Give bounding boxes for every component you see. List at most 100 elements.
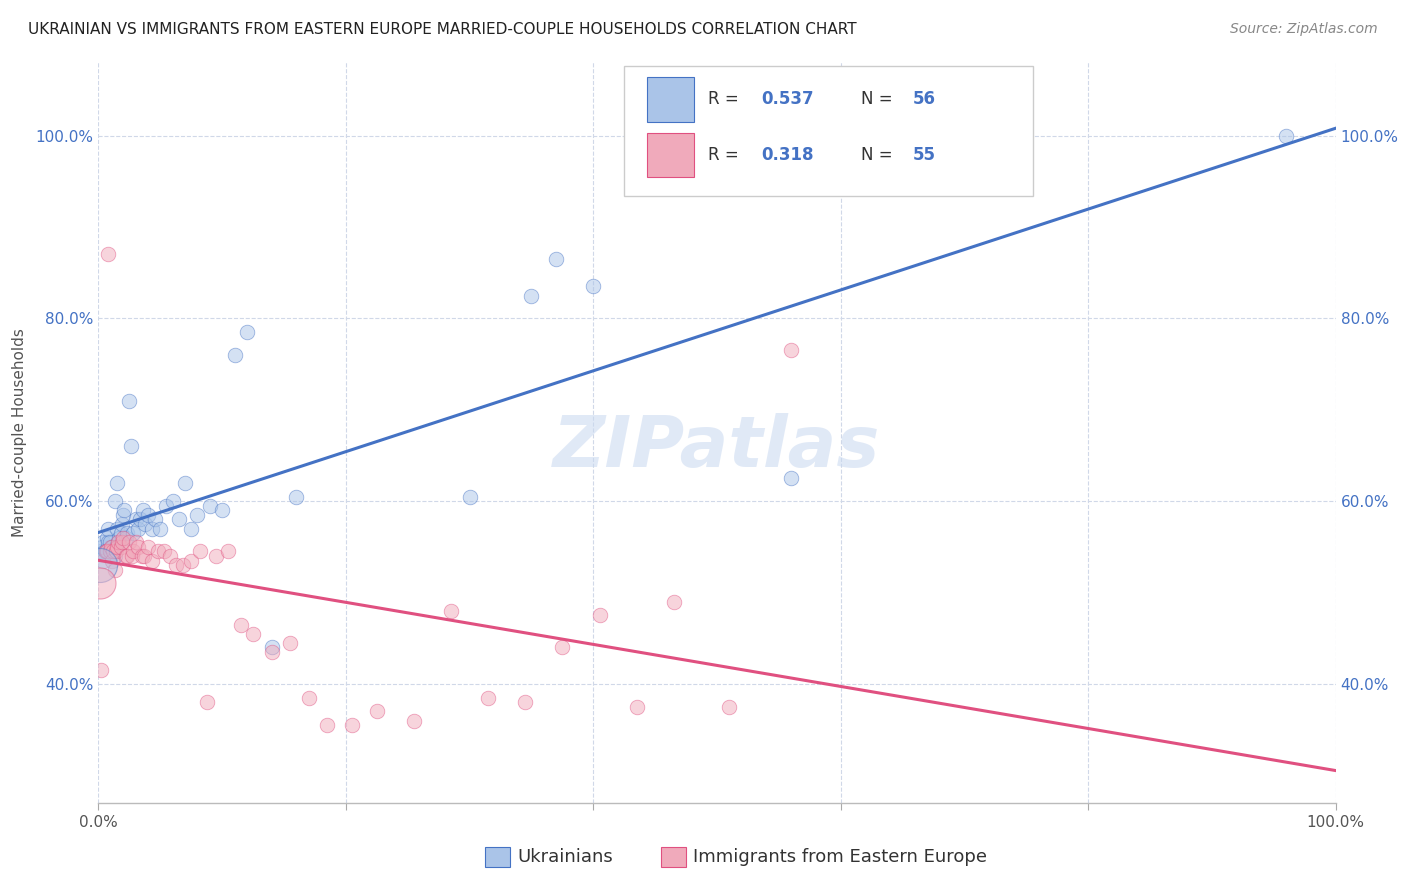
Point	[91, 540, 114, 554]
FancyBboxPatch shape	[647, 133, 693, 178]
Point	[127, 522, 149, 536]
Point	[366, 705, 388, 719]
Point	[520, 288, 543, 302]
Point	[122, 526, 145, 541]
Point	[149, 522, 172, 536]
Point	[110, 526, 132, 541]
Point	[94, 544, 117, 558]
Point	[104, 540, 127, 554]
Point	[155, 499, 177, 513]
Point	[236, 325, 259, 339]
Point	[780, 471, 803, 485]
Point	[229, 617, 252, 632]
Point	[120, 439, 142, 453]
Text: Source: ZipAtlas.com: Source: ZipAtlas.com	[1230, 22, 1378, 37]
Text: Ukrainians: Ukrainians	[517, 848, 613, 866]
Point	[146, 544, 169, 558]
Point	[211, 503, 233, 517]
FancyBboxPatch shape	[624, 66, 1032, 195]
Text: N =: N =	[860, 90, 897, 109]
Point	[101, 553, 124, 567]
Point	[780, 343, 803, 358]
Point	[93, 544, 115, 558]
Point	[1275, 128, 1298, 143]
Point	[141, 522, 163, 536]
Point	[112, 508, 135, 522]
Point	[98, 544, 121, 558]
Text: ZIPatlas: ZIPatlas	[554, 413, 880, 482]
Text: 55: 55	[912, 146, 935, 164]
Point	[112, 531, 135, 545]
Text: UKRAINIAN VS IMMIGRANTS FROM EASTERN EUROPE MARRIED-COUPLE HOUSEHOLDS CORRELATIO: UKRAINIAN VS IMMIGRANTS FROM EASTERN EUR…	[28, 22, 856, 37]
Point	[98, 535, 121, 549]
Point	[141, 553, 163, 567]
Text: R =: R =	[709, 90, 744, 109]
Point	[440, 604, 463, 618]
Point	[105, 475, 128, 490]
Point	[97, 247, 120, 261]
Point	[195, 695, 218, 709]
Point	[103, 563, 125, 577]
Point	[100, 549, 122, 563]
Point	[107, 535, 129, 549]
Point	[103, 544, 125, 558]
Point	[224, 348, 246, 362]
Point	[588, 608, 610, 623]
Point	[662, 595, 685, 609]
Point	[718, 699, 741, 714]
Point	[118, 393, 141, 408]
Y-axis label: Married-couple Households: Married-couple Households	[13, 328, 27, 537]
Point	[104, 544, 127, 558]
Point	[96, 544, 118, 558]
Point	[134, 516, 156, 531]
Point	[551, 640, 574, 655]
Point	[94, 544, 117, 558]
Point	[100, 544, 122, 558]
Text: N =: N =	[860, 146, 897, 164]
Point	[402, 714, 425, 728]
Point	[242, 626, 264, 640]
Point	[124, 512, 146, 526]
Point	[114, 549, 136, 563]
Point	[89, 558, 111, 573]
Point	[626, 699, 648, 714]
Text: Immigrants from Eastern Europe: Immigrants from Eastern Europe	[693, 848, 987, 866]
Point	[217, 544, 239, 558]
Point	[477, 690, 499, 705]
Point	[112, 503, 135, 517]
Point	[260, 640, 283, 655]
Point	[114, 531, 136, 545]
Point	[107, 535, 129, 549]
Point	[101, 540, 124, 554]
Point	[316, 718, 339, 732]
Point	[582, 279, 605, 293]
Point	[546, 252, 568, 266]
Point	[90, 663, 112, 677]
Point	[186, 508, 208, 522]
Point	[121, 549, 143, 563]
Point	[180, 553, 202, 567]
Point	[132, 503, 155, 517]
Point	[93, 553, 115, 567]
Point	[172, 558, 194, 573]
Point	[278, 636, 301, 650]
Point	[159, 549, 181, 563]
Point	[143, 512, 166, 526]
Point	[122, 544, 145, 558]
Point	[285, 490, 308, 504]
Point	[174, 475, 197, 490]
Point	[105, 522, 128, 536]
Text: 0.537: 0.537	[762, 90, 814, 109]
Point	[153, 544, 176, 558]
Point	[129, 512, 152, 526]
Point	[110, 540, 132, 554]
Point	[100, 540, 122, 554]
Point	[458, 490, 481, 504]
Point	[340, 718, 363, 732]
Point	[167, 512, 190, 526]
Point	[89, 576, 111, 591]
Point	[136, 540, 159, 554]
Point	[515, 695, 537, 709]
Point	[103, 549, 125, 563]
Point	[188, 544, 211, 558]
